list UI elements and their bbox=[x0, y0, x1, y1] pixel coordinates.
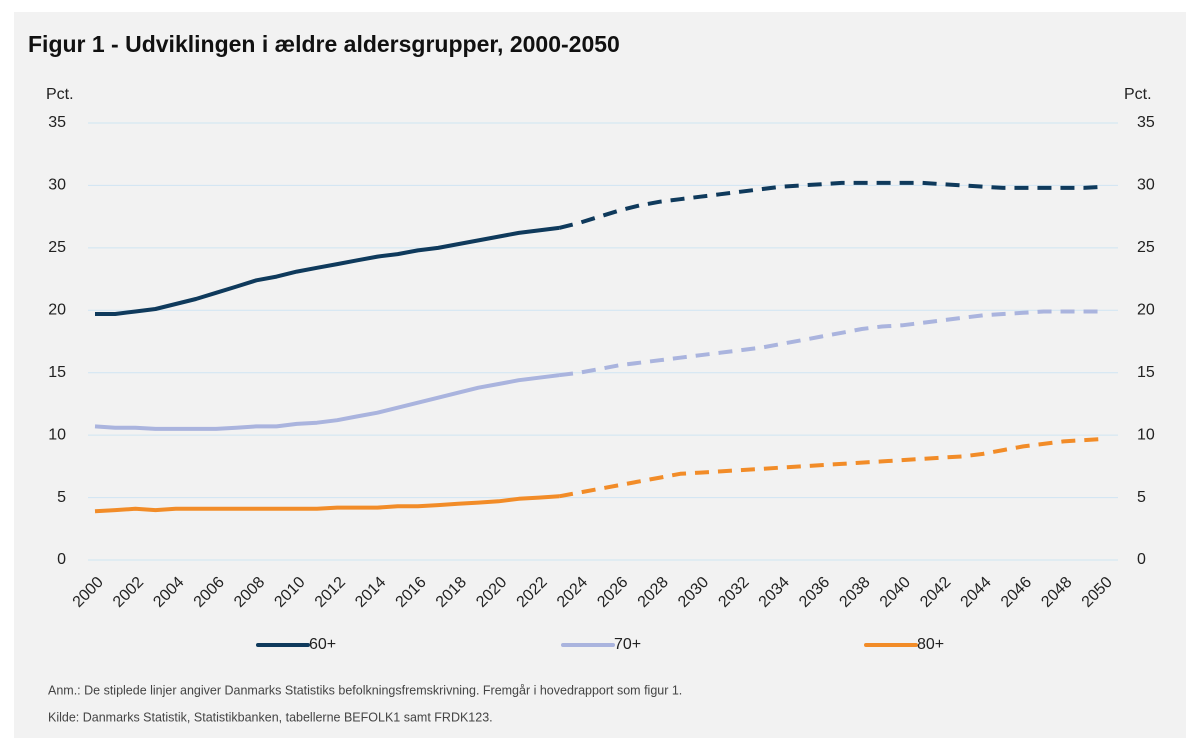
line-series-projection bbox=[558, 180, 1105, 230]
y2-tick-label: 30 bbox=[1137, 177, 1155, 194]
chart-title: Figur 1 - Udviklingen i ældre aldersgrup… bbox=[28, 31, 620, 57]
y-tick-label: 35 bbox=[48, 114, 66, 131]
line-series bbox=[94, 373, 560, 431]
note: Kilde: Danmarks Statistik, Statistikbank… bbox=[48, 710, 493, 724]
line-series bbox=[95, 225, 560, 316]
y-tick-label: 15 bbox=[48, 364, 66, 381]
y2-tick-label: 10 bbox=[1137, 426, 1155, 443]
y2-tick-label: 25 bbox=[1137, 239, 1155, 256]
y-tick-label: 30 bbox=[48, 177, 66, 194]
y2-tick-label: 35 bbox=[1137, 114, 1155, 131]
y2-tick-label: 5 bbox=[1137, 489, 1146, 506]
legend-label: 80+ bbox=[917, 636, 944, 653]
y-tick-label: 25 bbox=[48, 239, 66, 256]
y2-axis-label: Pct. bbox=[1124, 86, 1152, 103]
y2-tick-label: 15 bbox=[1137, 364, 1155, 381]
line-series-projection bbox=[558, 436, 1105, 499]
panel-background bbox=[14, 12, 1186, 738]
y-tick-label: 10 bbox=[48, 426, 66, 443]
y2-tick-label: 20 bbox=[1137, 302, 1155, 319]
note: Anm.: De stiplede linjer angiver Danmark… bbox=[48, 683, 682, 697]
y-tick-label: 5 bbox=[57, 489, 66, 506]
y-axis-label: Pct. bbox=[46, 86, 74, 103]
line-series bbox=[94, 494, 560, 514]
legend-label: 60+ bbox=[309, 636, 336, 653]
y-tick-label: 0 bbox=[57, 551, 66, 568]
y2-tick-label: 0 bbox=[1137, 551, 1146, 568]
y-tick-label: 20 bbox=[48, 302, 66, 319]
legend-label: 70+ bbox=[614, 636, 641, 653]
